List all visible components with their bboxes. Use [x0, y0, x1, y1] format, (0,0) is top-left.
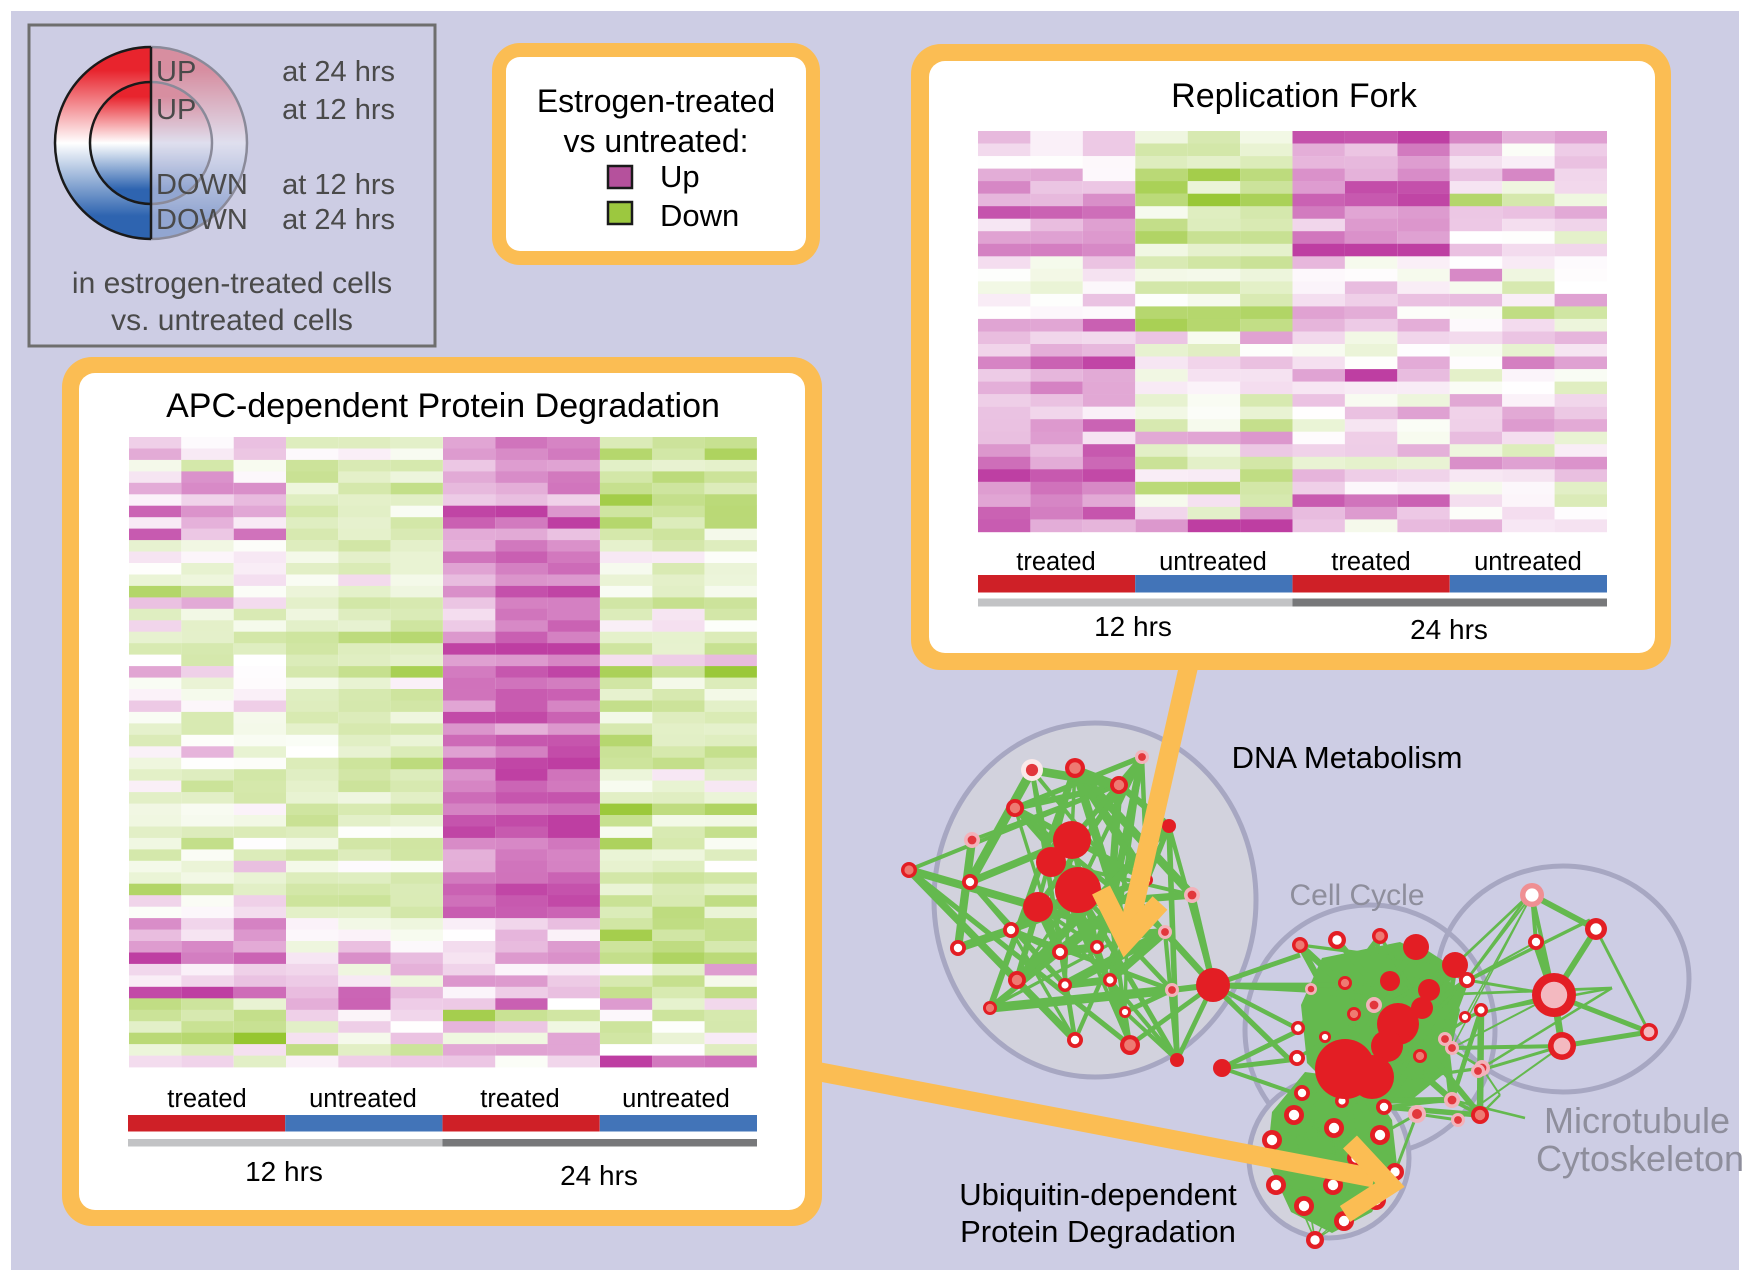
- svg-text:Cytoskeleton: Cytoskeleton: [1536, 1138, 1744, 1179]
- svg-text:UP: UP: [156, 56, 196, 88]
- svg-text:Protein Degradation: Protein Degradation: [960, 1214, 1236, 1249]
- svg-text:Microtubule: Microtubule: [1544, 1100, 1730, 1141]
- svg-text:UP: UP: [156, 94, 196, 126]
- svg-text:24 hrs: 24 hrs: [560, 1160, 638, 1191]
- svg-text:Down: Down: [660, 198, 739, 233]
- svg-text:treated: treated: [480, 1085, 559, 1113]
- svg-text:12 hrs: 12 hrs: [245, 1156, 323, 1187]
- svg-text:vs. untreated cells: vs. untreated cells: [111, 304, 353, 337]
- svg-text:untreated: untreated: [1474, 548, 1582, 576]
- svg-text:12 hrs: 12 hrs: [1094, 611, 1172, 642]
- svg-text:treated: treated: [1331, 548, 1410, 576]
- svg-text:DOWN: DOWN: [156, 204, 248, 236]
- svg-text:untreated: untreated: [309, 1085, 417, 1113]
- svg-text:untreated: untreated: [622, 1085, 730, 1113]
- svg-text:DOWN: DOWN: [156, 169, 248, 201]
- svg-text:treated: treated: [167, 1085, 246, 1113]
- svg-text:in estrogen-treated cells: in estrogen-treated cells: [72, 267, 392, 300]
- svg-text:Cell Cycle: Cell Cycle: [1289, 879, 1424, 912]
- svg-text:Estrogen-treated: Estrogen-treated: [537, 83, 775, 119]
- svg-text:at 12 hrs: at 12 hrs: [282, 94, 395, 126]
- svg-text:24 hrs: 24 hrs: [1410, 614, 1488, 645]
- svg-text:Replication Fork: Replication Fork: [1171, 77, 1418, 115]
- svg-text:at 24 hrs: at 24 hrs: [282, 56, 395, 88]
- svg-text:treated: treated: [1016, 548, 1095, 576]
- svg-text:APC-dependent Protein Degradat: APC-dependent Protein Degradation: [166, 387, 720, 425]
- svg-text:at 24 hrs: at 24 hrs: [282, 204, 395, 236]
- svg-text:vs untreated:: vs untreated:: [564, 123, 749, 159]
- svg-text:untreated: untreated: [1159, 548, 1267, 576]
- svg-text:at 12 hrs: at 12 hrs: [282, 169, 395, 201]
- svg-text:Up: Up: [660, 159, 700, 194]
- svg-text:DNA Metabolism: DNA Metabolism: [1232, 740, 1463, 775]
- svg-text:Ubiquitin-dependent: Ubiquitin-dependent: [959, 1177, 1237, 1212]
